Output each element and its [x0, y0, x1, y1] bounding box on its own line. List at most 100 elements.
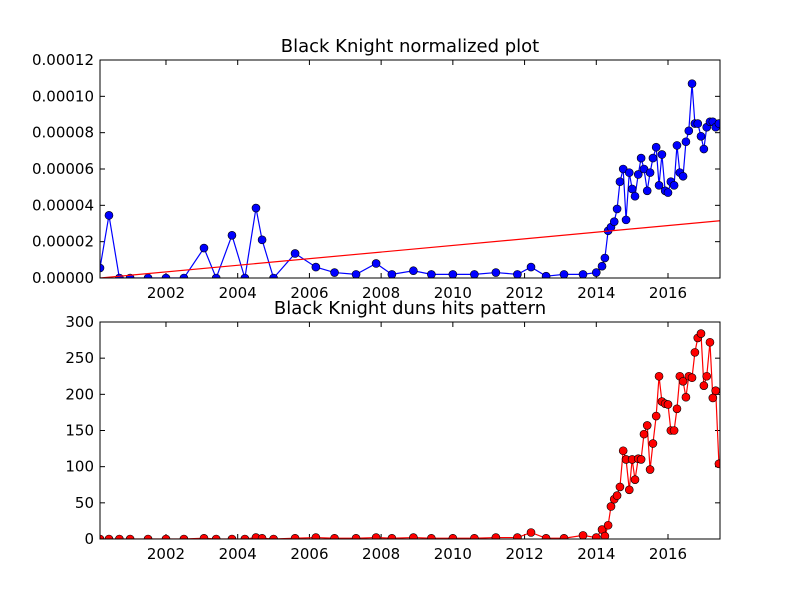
data-point	[199, 243, 209, 253]
data-point	[104, 211, 114, 220]
data-point	[672, 141, 682, 150]
data-point	[702, 371, 712, 381]
y-tick-label: 0.00012	[32, 51, 94, 69]
x-tick-label: 2010	[434, 545, 472, 563]
data-point	[681, 392, 691, 402]
data-point	[104, 534, 114, 539]
data-point	[639, 429, 649, 439]
data-point	[687, 79, 697, 88]
data-point	[387, 270, 397, 278]
data-point	[199, 533, 209, 539]
data-point	[541, 271, 551, 278]
plot-frame	[99, 59, 721, 279]
data-point	[657, 150, 667, 159]
data-point	[630, 191, 640, 201]
data-point	[630, 475, 640, 484]
data-point	[699, 144, 709, 154]
data-point	[615, 482, 625, 492]
data-point	[513, 533, 522, 539]
y-tick-label: 0.00002	[32, 233, 94, 251]
x-tick-label: 2002	[147, 284, 185, 302]
data-point	[627, 184, 637, 194]
y-tick-label: 300	[65, 313, 94, 331]
data-point	[636, 455, 646, 464]
data-point	[612, 491, 622, 500]
data-point	[290, 249, 300, 258]
data-point	[711, 386, 720, 396]
data-point	[684, 126, 694, 136]
x-tick-label: 2014	[577, 284, 615, 302]
data-point	[371, 259, 381, 268]
data-point	[681, 137, 691, 147]
data-point	[672, 404, 682, 414]
data-point	[651, 142, 661, 152]
data-point	[615, 177, 625, 187]
data-point	[648, 153, 658, 163]
data-point	[651, 411, 661, 421]
data-point	[708, 393, 718, 403]
x-tick-label: 2006	[290, 284, 328, 302]
data-point	[541, 533, 551, 539]
data-point	[409, 266, 418, 276]
data-point	[648, 439, 658, 448]
plot-area	[100, 329, 720, 539]
data-point	[161, 273, 171, 278]
data-point	[654, 181, 664, 190]
data-point	[100, 263, 105, 273]
data-point	[636, 153, 646, 163]
data-point	[240, 273, 250, 278]
data-point	[143, 534, 153, 539]
data-point	[227, 534, 237, 539]
data-point	[600, 253, 610, 263]
data-point	[663, 188, 673, 197]
data-point	[669, 426, 679, 435]
x-tick-label: 2014	[577, 545, 615, 563]
data-point	[211, 273, 221, 278]
y-tick-label: 0.00004	[32, 196, 94, 214]
x-tick-label: 2008	[362, 284, 400, 302]
data-point	[696, 132, 706, 141]
y-tick-label: 0.00000	[32, 269, 94, 287]
data-point	[427, 270, 436, 278]
data-point	[290, 533, 300, 539]
data-point	[696, 329, 706, 338]
data-point	[642, 421, 652, 430]
data-point	[470, 270, 479, 278]
data-point	[559, 270, 569, 278]
data-point	[491, 268, 501, 277]
trend-line	[100, 220, 720, 278]
data-point	[663, 400, 673, 409]
data-point	[687, 373, 697, 382]
data-point	[240, 534, 250, 539]
data-point	[257, 235, 267, 245]
data-line	[100, 331, 720, 539]
data-point	[621, 215, 631, 225]
x-tick-label: 2016	[649, 545, 687, 563]
data-point	[179, 534, 189, 539]
data-point	[115, 534, 124, 539]
x-tick-label: 2006	[290, 545, 328, 563]
data-point	[645, 465, 655, 474]
data-point	[624, 485, 634, 495]
data-point	[211, 534, 221, 539]
data-point	[633, 170, 643, 179]
data-point	[654, 371, 664, 381]
data-point	[513, 270, 522, 278]
data-point	[559, 533, 569, 539]
data-point	[624, 168, 634, 177]
data-point	[714, 119, 720, 128]
data-point	[269, 534, 278, 539]
data-point	[642, 186, 652, 196]
x-tick-label: 2004	[219, 545, 257, 563]
data-point	[591, 268, 601, 277]
data-point	[387, 533, 397, 539]
data-point	[448, 533, 458, 539]
data-point	[705, 337, 715, 347]
data-point	[606, 502, 616, 511]
data-point	[714, 459, 720, 469]
data-point	[603, 520, 613, 530]
plot-area	[100, 79, 720, 278]
data-point	[600, 531, 610, 539]
